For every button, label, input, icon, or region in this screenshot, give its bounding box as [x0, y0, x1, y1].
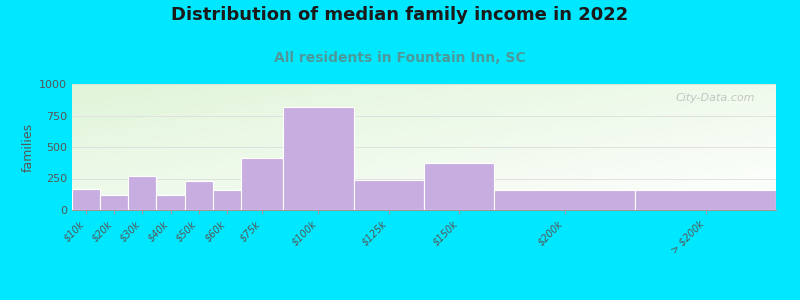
Bar: [635, 190, 776, 210]
Bar: [283, 107, 354, 210]
Bar: [157, 195, 185, 210]
Bar: [241, 158, 283, 210]
Bar: [354, 180, 424, 210]
Bar: [100, 195, 128, 210]
Bar: [72, 189, 100, 210]
Bar: [213, 190, 241, 210]
Bar: [424, 164, 494, 210]
Text: City-Data.com: City-Data.com: [675, 93, 755, 103]
Y-axis label: families: families: [22, 122, 35, 172]
Bar: [185, 181, 213, 210]
Text: All residents in Fountain Inn, SC: All residents in Fountain Inn, SC: [274, 51, 526, 65]
Bar: [128, 176, 157, 210]
Bar: [494, 190, 635, 210]
Text: Distribution of median family income in 2022: Distribution of median family income in …: [171, 6, 629, 24]
